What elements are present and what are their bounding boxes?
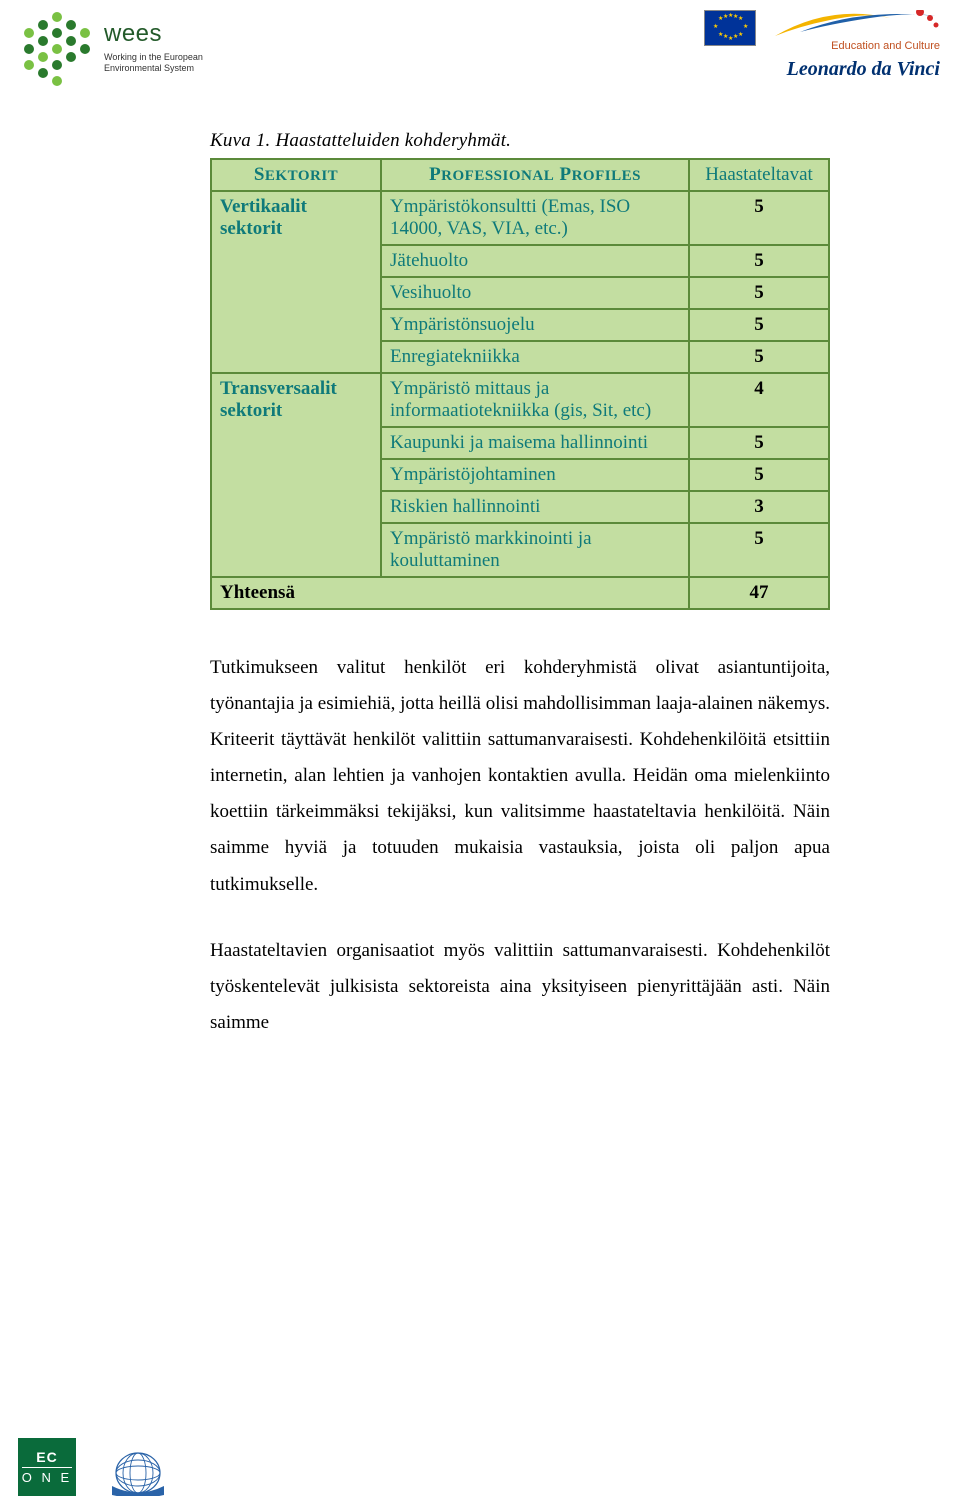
profile-label: Vesihuolto [381,277,689,309]
ecoone-bottom: O N E [22,1467,72,1485]
profile-value: 5 [689,245,829,277]
profile-value: 4 [689,373,829,427]
paragraph-1: Tutkimukseen valitut henkilöt eri kohder… [210,650,830,903]
profile-value: 5 [689,191,829,245]
ecoone-top: EC [36,1449,57,1465]
transversaalit-sektorit-label: Transversaalit sektorit [211,373,381,577]
col-profiles: PROFESSIONAL PROFILES [381,159,689,191]
figure-caption: Kuva 1. Haastatteluiden kohderyhmät. [210,130,830,152]
profiles-table: SEKTORITPROFESSIONAL PROFILESHaastatelta… [210,158,830,610]
profile-value: 5 [689,277,829,309]
globe-logo [106,1451,170,1496]
profile-label: Kaupunki ja maisema hallinnointi [381,427,689,459]
swoosh-icon [770,10,940,38]
wees-wordmark: wees [104,20,162,48]
table-row: Vertikaalit sektoritYmpäristökonsultti (… [211,191,829,245]
wees-logo: wees Working in the European Environment… [18,10,208,115]
wees-sub-line-1: Working in the European [104,52,203,62]
education-culture-label: Education and Culture [770,40,940,52]
profile-label: Ympäristöjohtaminen [381,459,689,491]
wees-subtitle: Working in the European Environmental Sy… [104,52,203,74]
col-sektorit: SEKTORIT [211,159,381,191]
profile-label: Enregiatekniikka [381,341,689,373]
col-haastateltavat: Haastateltavat [689,159,829,191]
profile-label: Ympäristö mittaus ja informaatiotekniikk… [381,373,689,427]
profile-label: Jätehuolto [381,245,689,277]
leonardo-da-vinci-label: Leonardo da Vinci [695,58,940,81]
profile-label: Riskien hallinnointi [381,491,689,523]
profile-value: 5 [689,341,829,373]
profile-value: 5 [689,427,829,459]
table-row: Yhteensä47 [211,577,829,609]
profile-value: 3 [689,491,829,523]
profile-value: 5 [689,523,829,577]
wees-word: wees [104,20,162,47]
header-bar: wees Working in the European Environment… [0,0,960,130]
profile-label: Ympäristönsuojelu [381,309,689,341]
total-label: Yhteensä [211,577,689,609]
education-culture-block: Education and Culture [770,10,940,52]
eu-flag-icon: ★ ★ ★ ★ ★ ★ ★ ★ ★ ★ ★ ★ [704,10,756,46]
profile-label: Ympäristö markkinointi ja kouluttaminen [381,523,689,577]
paragraph-2: Haastateltavien organisaatiot myös valit… [210,933,830,1041]
page: wees Working in the European Environment… [0,0,960,1508]
profile-value: 5 [689,309,829,341]
ecoone-logo: EC O N E [18,1438,76,1496]
wees-sub-line-2: Environmental System [104,63,194,73]
body-text: Tutkimukseen valitut henkilöt eri kohder… [210,650,830,1041]
table-row: Transversaalit sektoritYmpäristö mittaus… [211,373,829,427]
wees-dot-cluster [18,10,98,90]
footer-logos: EC O N E [18,1426,170,1496]
vertikaalit-sektorit-label: Vertikaalit sektorit [211,191,381,373]
eu-ldv-logo-block: ★ ★ ★ ★ ★ ★ ★ ★ ★ ★ ★ ★ [695,10,940,120]
profile-value: 5 [689,459,829,491]
document-content: Kuva 1. Haastatteluiden kohderyhmät. SEK… [210,130,830,1041]
total-value: 47 [689,577,829,609]
table-row: SEKTORITPROFESSIONAL PROFILESHaastatelta… [211,159,829,191]
profile-label: Ympäristökonsultti (Emas, ISO 14000, VAS… [381,191,689,245]
